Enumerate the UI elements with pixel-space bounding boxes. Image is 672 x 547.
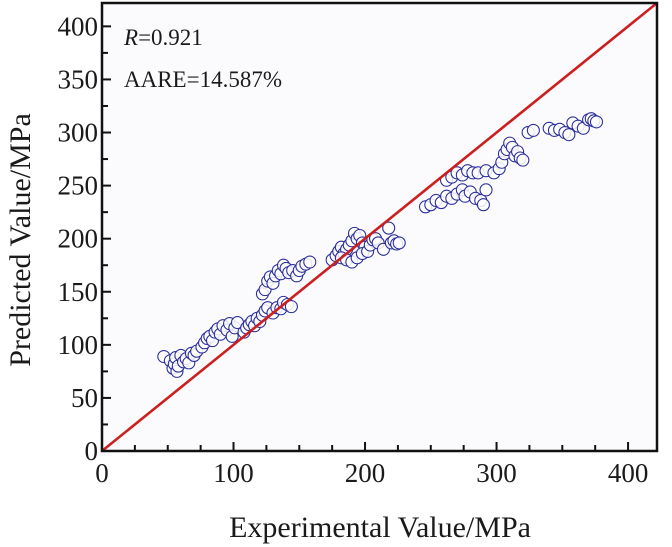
- x-tick-label: 300: [476, 458, 517, 488]
- x-axis-ticks: 0 100 200 300 400: [95, 442, 648, 488]
- data-point: [382, 221, 396, 235]
- data-point: [476, 198, 490, 212]
- y-tick-label: 100: [58, 330, 99, 360]
- data-point: [284, 300, 298, 314]
- data-point: [526, 123, 540, 137]
- data-point: [516, 153, 530, 167]
- x-tick-label: 0: [95, 458, 109, 488]
- y-tick-label: 300: [58, 118, 99, 148]
- data-point: [392, 236, 406, 250]
- y-tick-label: 250: [58, 171, 99, 201]
- y-tick-label: 350: [58, 64, 99, 94]
- x-tick-label: 400: [608, 458, 649, 488]
- x-axis-title: Experimental Value/MPa: [229, 511, 531, 544]
- y-axis-ticks: 0 50 100 150 200 250 300 350 400: [58, 11, 111, 466]
- data-point: [479, 183, 493, 197]
- data-point: [589, 115, 604, 129]
- plot-frame: [100, 1, 659, 453]
- y-tick-label: 150: [58, 277, 99, 307]
- data-points: [157, 112, 604, 378]
- y-axis-title: Predicted Value/MPa: [4, 113, 37, 367]
- y-tick-label: 50: [71, 383, 98, 413]
- reference-line-y-equals-x: [101, 1, 658, 453]
- x-tick-label: 100: [213, 458, 254, 488]
- y-tick-label: 0: [85, 436, 99, 466]
- y-tick-label: 200: [58, 224, 99, 254]
- data-point: [562, 128, 576, 142]
- data-point: [303, 255, 317, 269]
- y-tick-label: 400: [58, 11, 99, 41]
- annotation-aare: AARE=14.587%: [124, 67, 282, 92]
- annotation-r: R=0.921: [123, 25, 203, 50]
- x-tick-label: 200: [345, 458, 386, 488]
